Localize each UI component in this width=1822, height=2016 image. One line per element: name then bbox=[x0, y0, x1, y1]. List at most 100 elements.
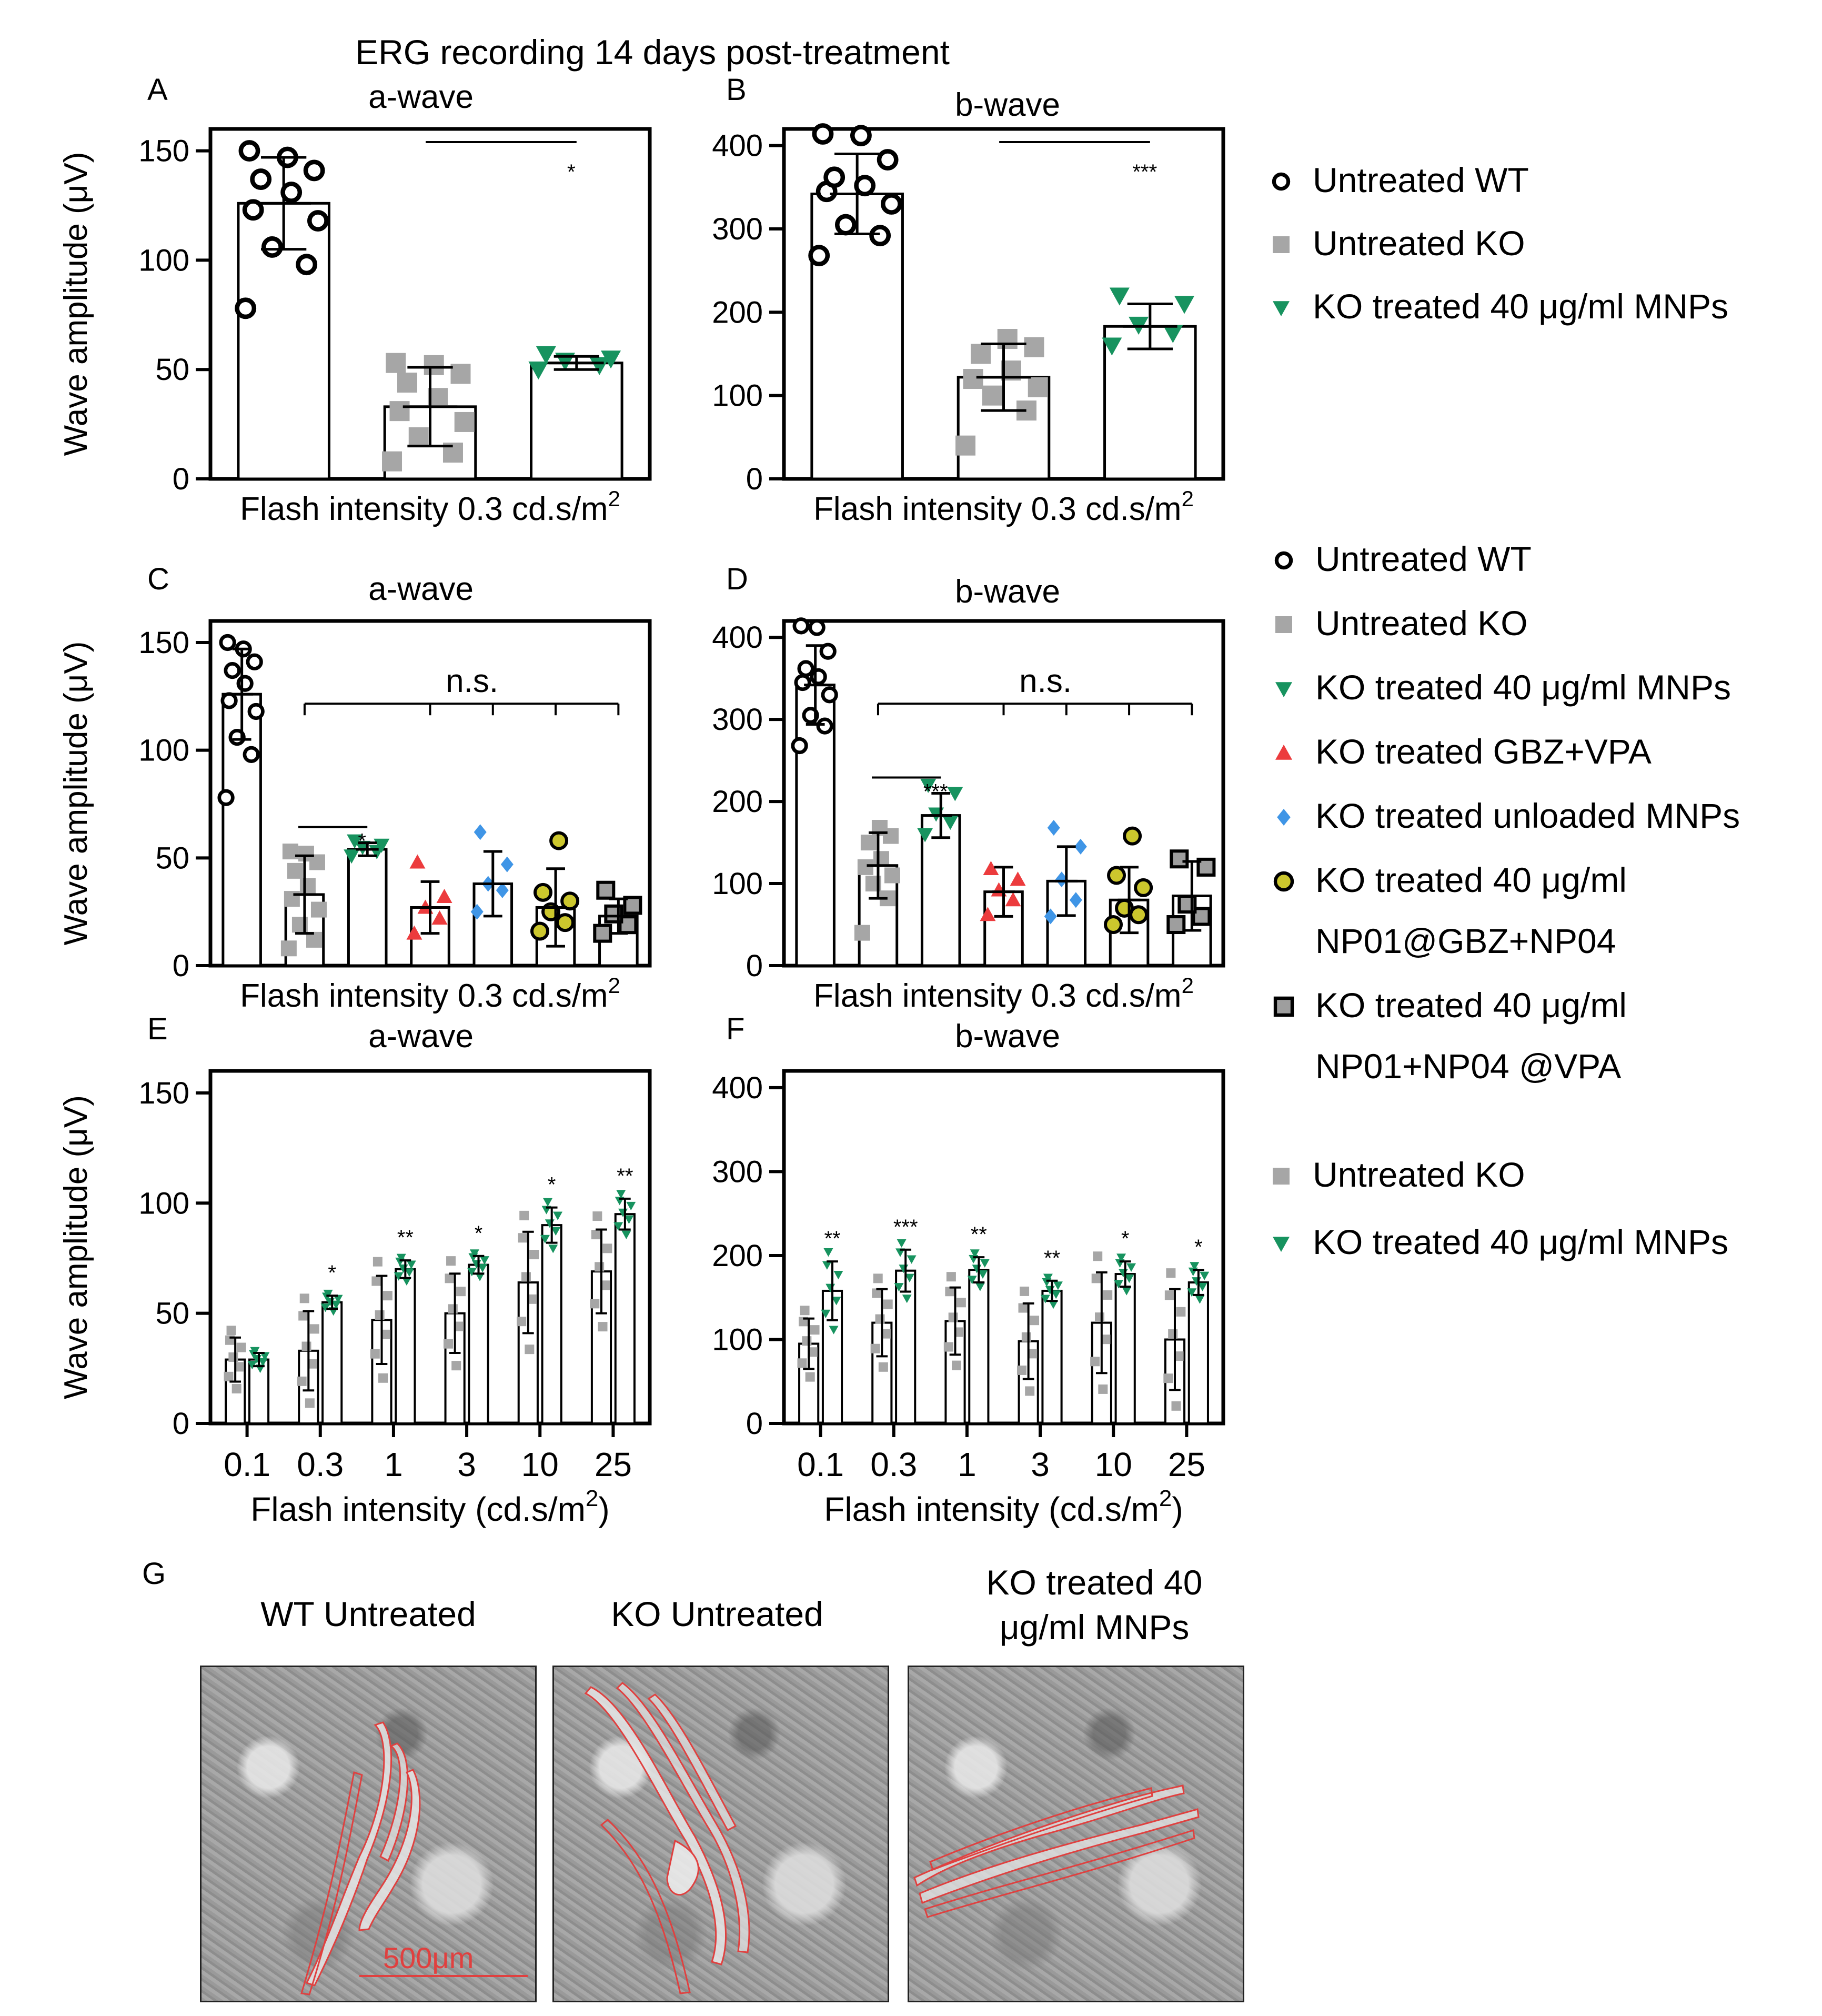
data-point bbox=[956, 1298, 966, 1308]
data-point bbox=[394, 1272, 404, 1281]
y-tick-label: 50 bbox=[155, 1297, 189, 1331]
legend-label: Untreated WT bbox=[1315, 539, 1532, 578]
data-point bbox=[1190, 1262, 1200, 1271]
legend-label: Untreated KO bbox=[1313, 1155, 1525, 1194]
x-tick-label: 0.3 bbox=[870, 1446, 917, 1483]
data-point bbox=[250, 168, 272, 190]
data-point bbox=[536, 346, 556, 365]
data-point bbox=[247, 703, 265, 720]
y-tick-label: 100 bbox=[138, 1186, 189, 1220]
panel-label: C bbox=[147, 562, 169, 596]
bar bbox=[1187, 1281, 1209, 1425]
data-point bbox=[810, 668, 827, 686]
data-point bbox=[310, 901, 327, 918]
bar bbox=[920, 814, 961, 967]
data-point bbox=[812, 123, 834, 145]
y-tick-label: 0 bbox=[173, 462, 189, 496]
data-point bbox=[373, 1257, 382, 1267]
data-point bbox=[590, 1299, 600, 1309]
image-title-wt: WT Untreated bbox=[260, 1594, 476, 1633]
bar bbox=[968, 1269, 990, 1425]
bar bbox=[1114, 1273, 1136, 1425]
data-point bbox=[1055, 871, 1068, 888]
bar bbox=[530, 362, 623, 480]
bar bbox=[321, 1301, 343, 1425]
data-point bbox=[307, 210, 329, 232]
y-tick-label: 0 bbox=[746, 462, 763, 496]
data-point bbox=[518, 1233, 528, 1243]
data-point bbox=[1053, 1281, 1063, 1290]
data-point bbox=[833, 1271, 843, 1280]
data-point bbox=[496, 882, 509, 898]
data-point bbox=[598, 1322, 608, 1332]
data-point bbox=[374, 838, 390, 853]
data-point bbox=[1109, 287, 1130, 306]
data-point bbox=[1163, 325, 1183, 343]
legend-label: KO treated unloaded MNPs bbox=[1315, 796, 1740, 835]
data-point bbox=[347, 834, 363, 849]
data-point bbox=[305, 1398, 315, 1408]
data-point bbox=[819, 643, 837, 660]
micrograph-ko-treated-mnps bbox=[908, 1666, 1244, 2002]
data-point bbox=[596, 880, 616, 900]
data-point bbox=[386, 353, 406, 373]
x-axis-label: Flash intensity 0.3 cd.s/m2 bbox=[240, 973, 620, 1014]
data-point bbox=[821, 1309, 831, 1318]
data-point bbox=[834, 214, 857, 236]
data-point bbox=[1123, 826, 1142, 846]
x-tick-label: 1 bbox=[958, 1446, 977, 1483]
sig-stars: * bbox=[548, 1174, 556, 1197]
sig-stars: * bbox=[1194, 1236, 1203, 1259]
data-point bbox=[261, 236, 283, 258]
y-axis-label: Wave amplitude (μV) bbox=[58, 1095, 94, 1399]
data-point bbox=[613, 1222, 623, 1231]
sig-stars: * bbox=[358, 830, 366, 853]
legend-label-line2: NP01+NP04 @VPA bbox=[1315, 1047, 1621, 1086]
ns-label: n.s. bbox=[446, 663, 498, 699]
data-point bbox=[955, 435, 976, 456]
data-point bbox=[344, 849, 360, 864]
data-point bbox=[894, 1283, 904, 1292]
legend-bottom: Untreated KO KO treated 40 μg/ml MNPs bbox=[1273, 1155, 1728, 1261]
data-point bbox=[217, 789, 235, 806]
data-point bbox=[1095, 1312, 1105, 1322]
panel-label: B bbox=[726, 73, 747, 107]
data-point bbox=[540, 1235, 550, 1243]
data-point bbox=[246, 653, 263, 670]
data-point bbox=[595, 1262, 605, 1272]
data-point bbox=[297, 1376, 307, 1386]
data-point bbox=[333, 1295, 343, 1303]
data-point bbox=[1174, 1351, 1184, 1361]
data-point bbox=[309, 1324, 319, 1334]
data-point bbox=[556, 913, 575, 932]
data-point bbox=[236, 1342, 246, 1352]
image-title-mnp-1: KO treated 40 bbox=[987, 1563, 1203, 1602]
data-point bbox=[258, 1358, 268, 1367]
data-point bbox=[382, 451, 402, 472]
x-axis-label-superscript: 2 bbox=[1182, 486, 1194, 511]
data-point bbox=[1051, 1290, 1061, 1299]
data-point bbox=[231, 1383, 241, 1393]
data-point bbox=[1200, 1271, 1210, 1280]
data-point bbox=[456, 1287, 466, 1297]
data-point bbox=[1098, 1384, 1108, 1394]
data-point bbox=[601, 350, 621, 369]
data-point bbox=[378, 1373, 388, 1383]
data-point bbox=[875, 1314, 885, 1324]
data-point bbox=[971, 344, 991, 364]
data-point bbox=[525, 1345, 535, 1355]
figure-title: ERG recording 14 days post-treatment bbox=[355, 33, 950, 72]
data-point bbox=[878, 1362, 888, 1372]
data-point bbox=[907, 1255, 917, 1264]
data-point bbox=[873, 1273, 883, 1283]
data-point bbox=[626, 1201, 636, 1211]
legend-label: KO treated GBZ+VPA bbox=[1315, 732, 1652, 771]
data-point bbox=[810, 1325, 820, 1335]
data-point bbox=[917, 828, 933, 842]
y-tick-label: 400 bbox=[712, 129, 763, 163]
data-point bbox=[1197, 1282, 1207, 1291]
data-point bbox=[1005, 892, 1021, 907]
